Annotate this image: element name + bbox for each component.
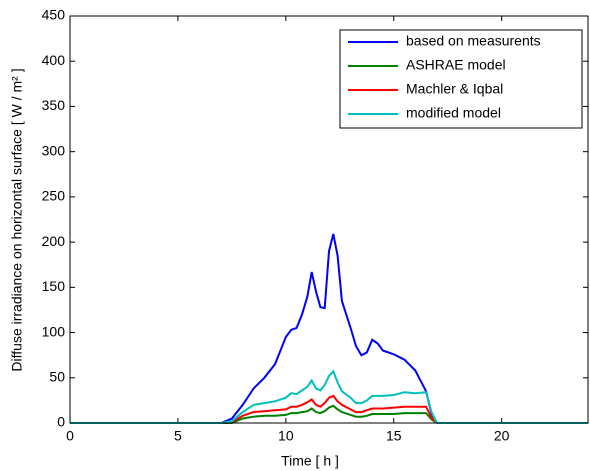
series-line bbox=[70, 233, 588, 424]
x-tick-label: 15 bbox=[386, 428, 402, 444]
y-tick-label: 450 bbox=[42, 7, 66, 23]
legend-box bbox=[339, 29, 583, 129]
series-line bbox=[70, 404, 588, 424]
x-tick-label: 10 bbox=[278, 428, 294, 444]
y-tick-label: 0 bbox=[57, 414, 65, 430]
legend-label: based on measurents bbox=[406, 33, 541, 49]
legend-label: modified model bbox=[406, 105, 501, 121]
series-line bbox=[70, 369, 588, 424]
y-tick-label: 300 bbox=[42, 142, 66, 158]
y-tick-label: 200 bbox=[42, 233, 66, 249]
y-tick-label: 350 bbox=[42, 97, 66, 113]
legend-label: Machler & Iqbal bbox=[406, 81, 503, 97]
y-tick-label: 400 bbox=[42, 52, 66, 68]
y-tick-label: 100 bbox=[42, 323, 66, 339]
x-tick-label: 20 bbox=[494, 428, 510, 444]
y-tick-label: 250 bbox=[42, 188, 66, 204]
y-tick-label: 50 bbox=[49, 368, 65, 384]
y-tick-label: 150 bbox=[42, 278, 66, 294]
x-tick-label: 5 bbox=[174, 428, 182, 444]
legend-label: ASHRAE model bbox=[406, 57, 506, 73]
x-axis-label: Time [ h ] bbox=[281, 453, 339, 469]
plot-frame bbox=[69, 15, 589, 424]
y-axis-label: Diffuse irradiance on horizontal surface… bbox=[9, 68, 25, 371]
x-tick-label: 0 bbox=[66, 428, 74, 444]
series-line bbox=[70, 394, 588, 424]
